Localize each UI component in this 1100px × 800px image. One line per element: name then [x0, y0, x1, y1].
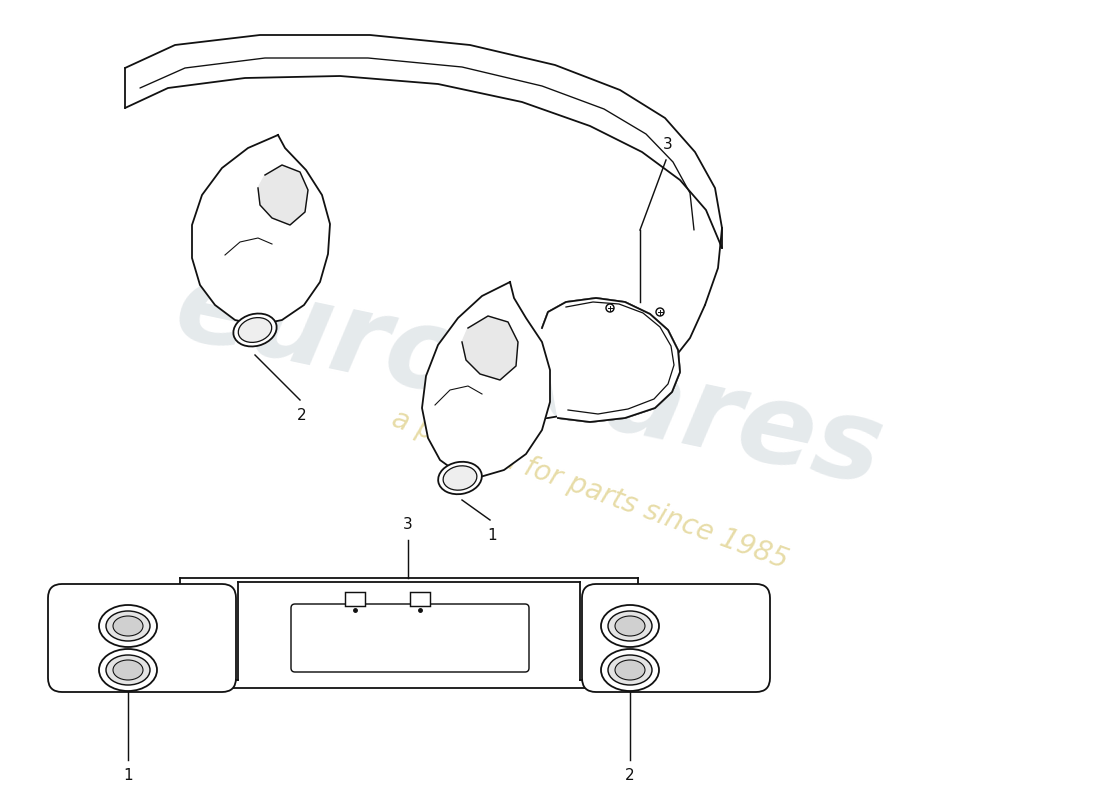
Ellipse shape — [608, 655, 652, 685]
Text: 1: 1 — [123, 768, 133, 783]
Ellipse shape — [601, 649, 659, 691]
Text: 3: 3 — [663, 137, 673, 152]
Bar — [410, 592, 430, 606]
Bar — [345, 592, 365, 606]
Ellipse shape — [113, 660, 143, 680]
Ellipse shape — [608, 611, 652, 641]
Circle shape — [606, 304, 614, 312]
Ellipse shape — [438, 462, 482, 494]
FancyBboxPatch shape — [48, 584, 236, 692]
Ellipse shape — [113, 616, 143, 636]
Text: 2: 2 — [625, 768, 635, 783]
Ellipse shape — [106, 655, 150, 685]
FancyBboxPatch shape — [582, 584, 770, 692]
Ellipse shape — [99, 605, 157, 647]
Ellipse shape — [615, 616, 645, 636]
Ellipse shape — [233, 314, 277, 346]
Ellipse shape — [239, 318, 272, 342]
Text: a passion for parts since 1985: a passion for parts since 1985 — [388, 405, 792, 575]
Ellipse shape — [443, 466, 477, 490]
Ellipse shape — [99, 649, 157, 691]
Ellipse shape — [615, 660, 645, 680]
Text: eurospares: eurospares — [166, 251, 893, 509]
Polygon shape — [258, 165, 308, 225]
Circle shape — [656, 308, 664, 316]
Ellipse shape — [601, 605, 659, 647]
Text: 2: 2 — [297, 408, 307, 423]
Text: 1: 1 — [487, 528, 497, 543]
Polygon shape — [542, 298, 680, 422]
Polygon shape — [462, 316, 518, 380]
Text: 3: 3 — [403, 517, 412, 532]
Ellipse shape — [106, 611, 150, 641]
Polygon shape — [192, 135, 330, 325]
FancyBboxPatch shape — [292, 604, 529, 672]
Polygon shape — [422, 282, 550, 477]
